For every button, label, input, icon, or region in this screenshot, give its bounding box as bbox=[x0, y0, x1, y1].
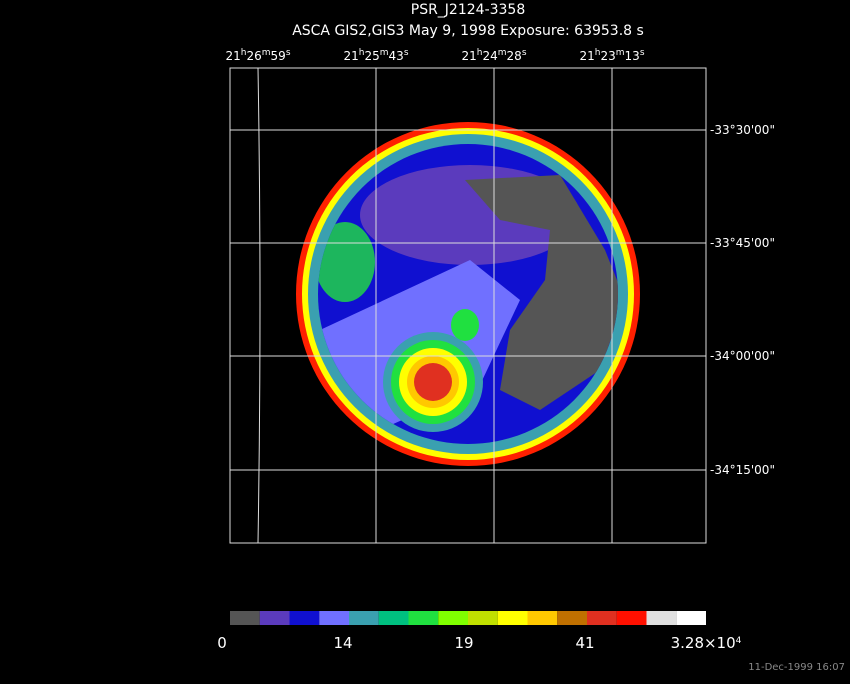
ra-label: 21h25m43s bbox=[343, 48, 408, 63]
colorbar-segment bbox=[349, 611, 379, 625]
dec-label: -34°00'00" bbox=[710, 349, 775, 363]
colorbar-label: 0 bbox=[217, 634, 227, 652]
superscript: m bbox=[380, 48, 389, 58]
colorbar-segment bbox=[646, 611, 677, 625]
text-part: 23 bbox=[600, 49, 615, 63]
dec-label: -34°15'00" bbox=[710, 463, 775, 477]
superscript: h bbox=[241, 48, 247, 58]
colorbar-segment bbox=[557, 611, 587, 625]
colorbar-segment bbox=[319, 611, 349, 625]
title: PSR_J2124-3358 bbox=[411, 2, 526, 18]
text-part: 24 bbox=[482, 49, 497, 63]
colorbar-label: 41 bbox=[575, 634, 594, 652]
ra-label: 21h23m13s bbox=[579, 48, 644, 63]
superscript: m bbox=[616, 48, 625, 58]
ra-label: 21h26m59s bbox=[225, 48, 290, 63]
colorbar-segment bbox=[616, 611, 647, 625]
colorbar-segment bbox=[468, 611, 498, 625]
subtitle: ASCA GIS2,GIS3 May 9, 1998 Exposure: 639… bbox=[292, 23, 644, 39]
text-part: 43 bbox=[389, 49, 404, 63]
superscript: h bbox=[595, 48, 601, 58]
colorbar-segment bbox=[497, 611, 528, 625]
superscript: s bbox=[286, 48, 291, 58]
text-part: 21 bbox=[461, 49, 476, 63]
text-part: 21 bbox=[579, 49, 594, 63]
text-part: 28 bbox=[507, 49, 522, 63]
colorbar-label: 19 bbox=[454, 634, 473, 652]
colorbar-segment bbox=[676, 611, 706, 625]
superscript: s bbox=[404, 48, 409, 58]
timestamp: 11-Dec-1999 16:07 bbox=[748, 662, 845, 673]
colorbar-segment bbox=[408, 611, 439, 625]
dec-label: -33°30'00" bbox=[710, 123, 775, 137]
superscript: s bbox=[522, 48, 527, 58]
superscript: m bbox=[498, 48, 507, 58]
text-part: 13 bbox=[625, 49, 640, 63]
colorbar-segment bbox=[527, 611, 558, 625]
colorbar-segment bbox=[378, 611, 409, 625]
text-part: 25 bbox=[364, 49, 379, 63]
superscript: h bbox=[359, 48, 365, 58]
superscript: 4 bbox=[736, 636, 742, 646]
superscript: s bbox=[640, 48, 645, 58]
colorbar-segment bbox=[587, 611, 617, 625]
ra-label: 21h24m28s bbox=[461, 48, 526, 63]
colorbar: 0 14 19 41 3.28×104 bbox=[217, 611, 742, 652]
text-part: 21 bbox=[225, 49, 240, 63]
superscript: m bbox=[262, 48, 271, 58]
colorbar-label: 3.28×104 bbox=[671, 634, 742, 652]
colorbar-segment bbox=[259, 611, 290, 625]
colorbar-label: 14 bbox=[333, 634, 352, 652]
dec-label: -33°45'00" bbox=[710, 236, 775, 250]
text-part: 59 bbox=[271, 49, 286, 63]
colorbar-segment bbox=[289, 611, 320, 625]
colorbar-segment bbox=[230, 611, 260, 625]
coordinate-grid bbox=[229, 67, 707, 544]
superscript: h bbox=[477, 48, 483, 58]
text-part: 21 bbox=[343, 49, 358, 63]
ra-labels: 21h26m59s 21h25m43s 21h24m28s 21h23m13s bbox=[225, 48, 644, 63]
text-part: 3.28×10 bbox=[671, 634, 736, 652]
dec-labels: -33°30'00" -33°45'00" -34°00'00" -34°15'00" bbox=[710, 123, 775, 477]
text-part: 26 bbox=[246, 49, 261, 63]
colorbar-segment bbox=[438, 611, 468, 625]
image bbox=[296, 122, 640, 466]
